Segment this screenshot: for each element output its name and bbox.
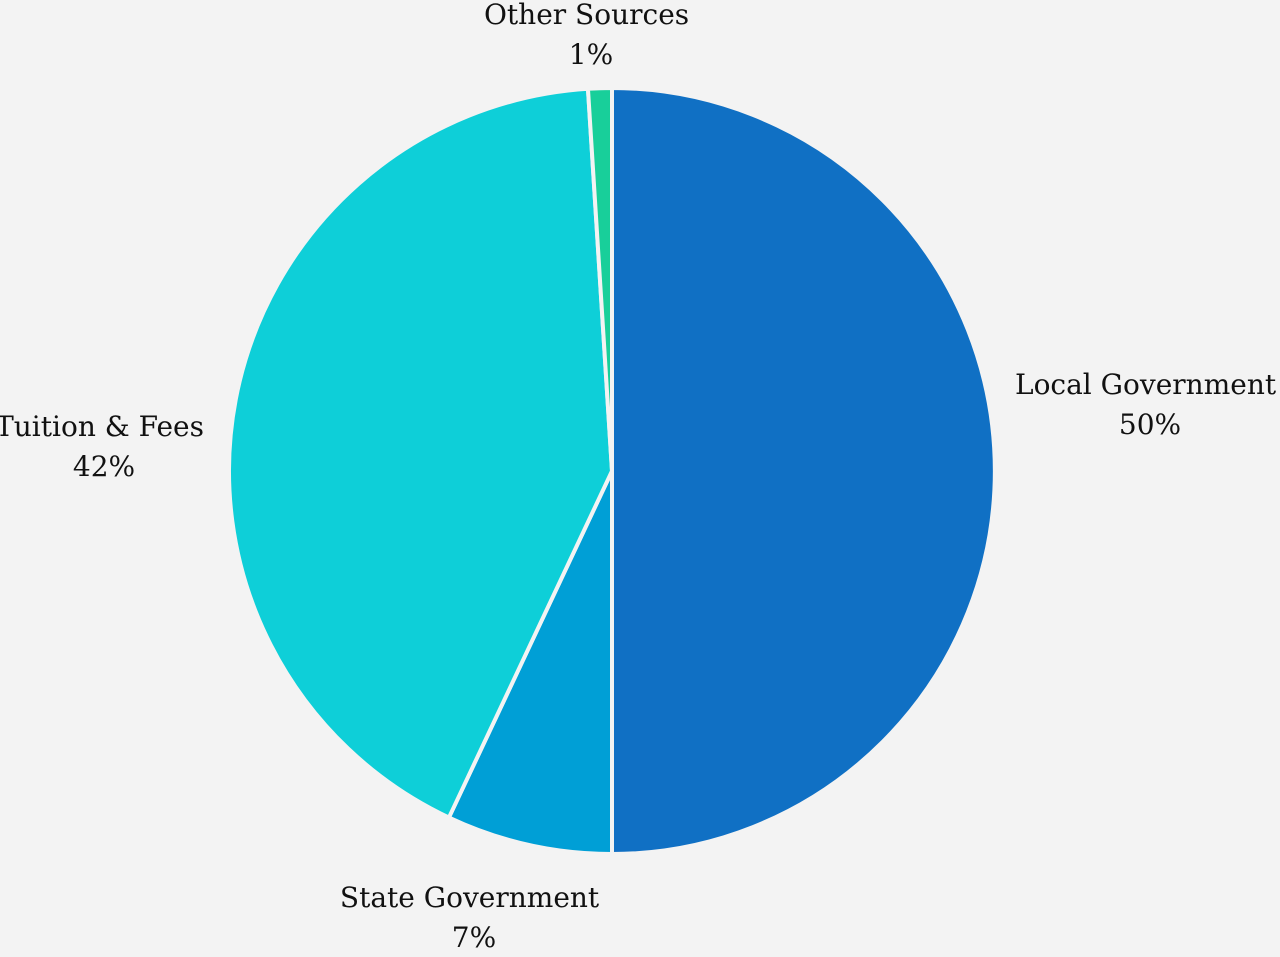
label-tuition-fees-name: Tuition & Fees [0, 410, 204, 443]
label-other-sources: Other Sources 1% [484, 0, 698, 71]
slice-tuition-fees [227, 86, 614, 820]
label-tuition-fees: Tuition & Fees 42% [0, 410, 213, 483]
label-local-government-name: Local Government [1015, 368, 1277, 401]
slice-other-sources [585, 86, 614, 473]
slices-group [227, 86, 997, 856]
slice-local-government [610, 86, 997, 856]
label-tuition-fees-value: 42% [73, 450, 135, 483]
label-other-sources-name: Other Sources [484, 0, 689, 31]
slice-state-government [446, 469, 614, 856]
label-state-government: State Government 7% [340, 881, 608, 954]
label-local-government: Local Government 50% [1015, 368, 1280, 441]
label-state-government-value: 7% [452, 921, 496, 954]
label-state-government-name: State Government [340, 881, 600, 914]
label-local-government-value: 50% [1119, 408, 1181, 441]
label-other-sources-value: 1% [569, 38, 613, 71]
